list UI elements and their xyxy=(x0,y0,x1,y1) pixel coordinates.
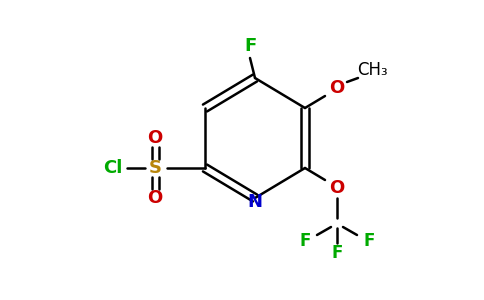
Text: S: S xyxy=(149,159,162,177)
Text: N: N xyxy=(247,193,262,211)
Text: O: O xyxy=(147,189,163,207)
Text: F: F xyxy=(332,244,343,262)
Text: F: F xyxy=(363,232,375,250)
Text: CH₃: CH₃ xyxy=(357,61,387,79)
Text: O: O xyxy=(147,129,163,147)
Text: F: F xyxy=(244,37,256,55)
Text: Cl: Cl xyxy=(103,159,122,177)
Text: F: F xyxy=(299,232,311,250)
Text: O: O xyxy=(330,79,345,97)
Text: O: O xyxy=(330,179,345,197)
